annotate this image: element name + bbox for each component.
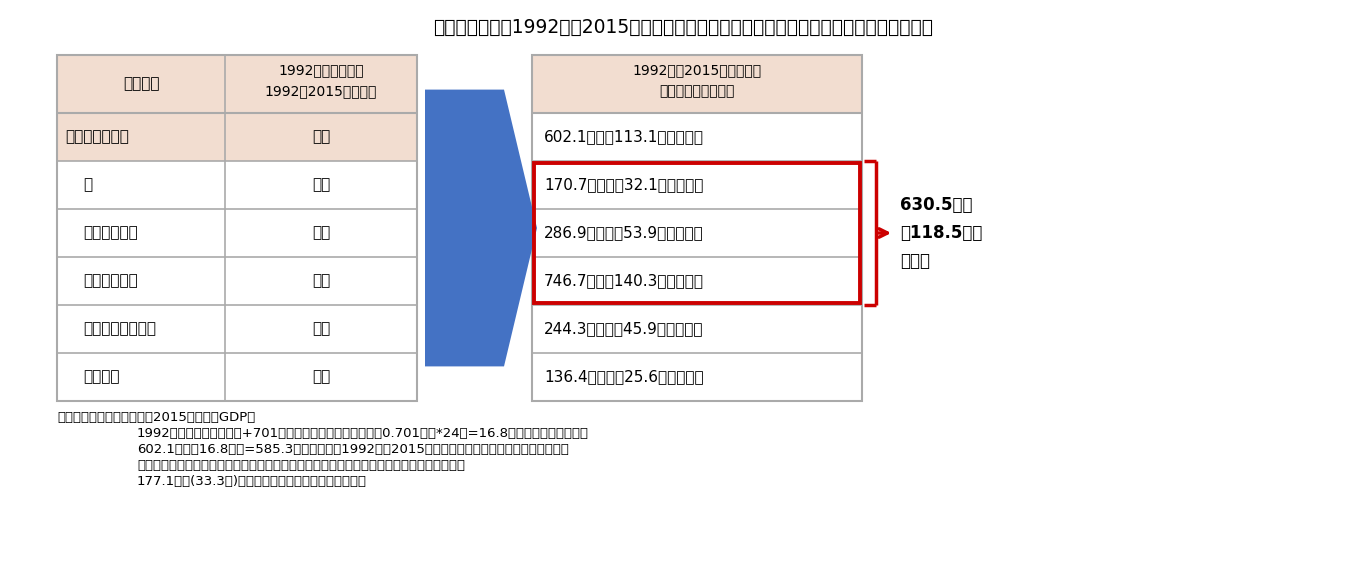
Text: 602.1兆円（113.1％）の拡大: 602.1兆円（113.1％）の拡大 xyxy=(544,129,704,145)
Bar xyxy=(532,113,863,161)
Bar xyxy=(534,163,860,303)
Bar xyxy=(57,55,417,113)
Text: 1992年と比較した
1992－2015年の傾向: 1992年と比較した 1992－2015年の傾向 xyxy=(265,64,377,99)
Text: 286.9兆円　（53.9％）の縮小: 286.9兆円 （53.9％）の縮小 xyxy=(544,226,704,241)
Text: 公共投資: 公共投資 xyxy=(83,370,119,385)
Text: 177.1兆円(33.3％)が赤字縮小に寄与しているのが主因: 177.1兆円(33.3％)が赤字縮小に寄与しているのが主因 xyxy=(137,475,366,488)
Text: 増加: 増加 xyxy=(312,273,329,289)
Text: 税: 税 xyxy=(83,177,92,192)
Text: 244.3兆円　（45.9％）の拡大: 244.3兆円 （45.9％）の拡大 xyxy=(544,321,704,336)
Text: 746.7兆円（140.3％）の拡大: 746.7兆円（140.3％）の拡大 xyxy=(544,273,704,289)
Text: 累積赤字への寄与額における基礎的財政収支と５項目合計の残差については固定資本減耗の: 累積赤字への寄与額における基礎的財政収支と５項目合計の残差については固定資本減耗… xyxy=(137,459,465,472)
Bar xyxy=(57,209,417,257)
Text: 1992年の基礎的財政収支+701億円を基準としているため、0.701兆円*24年=16.8兆円がベースにある。: 1992年の基礎的財政収支+701億円を基準としているため、0.701兆円*24… xyxy=(137,427,589,440)
Bar xyxy=(57,55,417,401)
Bar xyxy=(532,305,863,353)
Bar xyxy=(532,55,863,401)
Bar xyxy=(57,257,417,305)
Text: （図表１１）　1992年－2015年における主要項目別基礎的財政収支の累積赤字への寄与額: （図表１１） 1992年－2015年における主要項目別基礎的財政収支の累積赤字へ… xyxy=(433,17,934,37)
Bar xyxy=(532,161,863,209)
Text: 602.1兆円－16.8兆円=585.3兆円が実際の1992年－2015年における基礎的財政収支赤字の合計。: 602.1兆円－16.8兆円=585.3兆円が実際の1992年－2015年におけ… xyxy=(137,443,569,456)
Bar xyxy=(57,305,417,353)
Text: 社会保障給付: 社会保障給付 xyxy=(83,273,138,289)
Bar xyxy=(532,257,863,305)
Text: 増加: 増加 xyxy=(312,226,329,241)
Text: 政府最終消費支出: 政府最終消費支出 xyxy=(83,321,156,336)
Text: 社会保障負担: 社会保障負担 xyxy=(83,226,138,241)
Text: 基礎的財政収支: 基礎的財政収支 xyxy=(66,129,128,145)
Text: 減少: 減少 xyxy=(312,370,329,385)
Bar xyxy=(57,113,417,161)
Bar xyxy=(57,353,417,401)
Text: 136.4兆円　（25.6％）の縮小: 136.4兆円 （25.6％）の縮小 xyxy=(544,370,704,385)
Text: 悪化: 悪化 xyxy=(312,129,329,145)
Bar xyxy=(532,55,863,113)
Text: 減少: 減少 xyxy=(312,177,329,192)
Polygon shape xyxy=(425,90,537,366)
Text: 主要項目: 主要項目 xyxy=(123,76,159,92)
Text: 1992年－2015年における
累積赤字への寄与額: 1992年－2015年における 累積赤字への寄与額 xyxy=(633,64,761,99)
Text: （注）（）内の％表示は対2015年度名目GDP比: （注）（）内の％表示は対2015年度名目GDP比 xyxy=(57,411,256,424)
Bar xyxy=(57,161,417,209)
Bar xyxy=(532,209,863,257)
Bar xyxy=(532,353,863,401)
Text: 170.7兆円　（32.1％）の拡大: 170.7兆円 （32.1％）の拡大 xyxy=(544,177,704,192)
Text: 増加: 増加 xyxy=(312,321,329,336)
Text: 630.5兆円
（118.5％）
の拡大: 630.5兆円 （118.5％） の拡大 xyxy=(899,196,983,270)
